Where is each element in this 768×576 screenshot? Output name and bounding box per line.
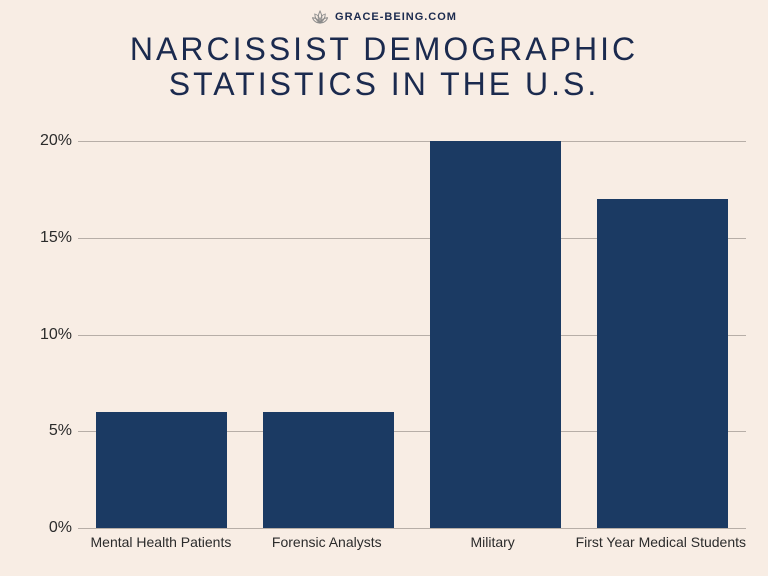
y-tick-label: 20% — [22, 132, 72, 150]
title-line-2: STATISTICS IN THE U.S. — [130, 67, 638, 102]
x-axis-labels: Mental Health PatientsForensic AnalystsM… — [78, 528, 746, 568]
plot-area — [78, 122, 746, 528]
infographic-page: GRACE-BEING.COM NARCISSIST DEMOGRAPHIC S… — [0, 0, 768, 576]
x-axis-label: Military — [410, 528, 576, 568]
bars-container — [78, 122, 746, 528]
bar-slot — [78, 122, 245, 528]
branding: GRACE-BEING.COM — [311, 8, 457, 26]
y-tick-label: 0% — [22, 519, 72, 537]
x-axis-label: Forensic Analysts — [244, 528, 410, 568]
brand-label: GRACE-BEING.COM — [335, 11, 457, 23]
bar-slot — [245, 122, 412, 528]
x-axis-label: Mental Health Patients — [78, 528, 244, 568]
chart-title: NARCISSIST DEMOGRAPHIC STATISTICS IN THE… — [130, 32, 638, 101]
y-tick-label: 5% — [22, 422, 72, 440]
bar-slot — [412, 122, 579, 528]
y-tick-label: 10% — [22, 326, 72, 344]
lotus-icon — [311, 8, 329, 26]
bar — [263, 412, 393, 528]
y-tick-label: 15% — [22, 229, 72, 247]
title-line-1: NARCISSIST DEMOGRAPHIC — [130, 32, 638, 67]
bar-slot — [579, 122, 746, 528]
bar — [96, 412, 226, 528]
x-axis-label: First Year Medical Students — [576, 528, 746, 568]
bar-chart: Mental Health PatientsForensic AnalystsM… — [22, 122, 746, 568]
bar — [430, 141, 560, 528]
bar — [597, 199, 727, 528]
